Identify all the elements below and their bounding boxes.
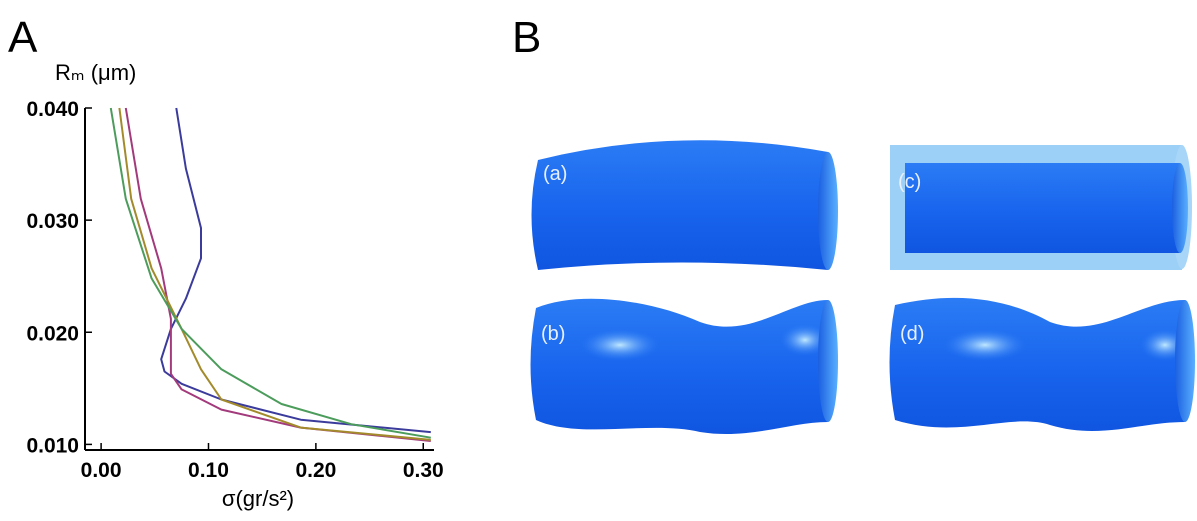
x-tick-label: 0.30: [403, 459, 444, 482]
line: [160, 107, 431, 434]
figure-label: (a): [543, 163, 567, 185]
tube-d: [889, 297, 1195, 431]
line: [109, 107, 431, 439]
x-tick-label: 0.10: [188, 459, 229, 482]
x-axis-label: σ(gr/s²): [222, 486, 294, 511]
panel-label: B: [512, 13, 541, 62]
y-axis-label: Rₘ (μm): [55, 60, 136, 85]
y-tick-label: 0.040: [26, 98, 79, 121]
tube-a: [531, 140, 838, 270]
figure-label: (b): [541, 323, 565, 345]
line: [118, 107, 431, 441]
x-tick-label: 0.00: [81, 459, 122, 482]
y-tick-label: 0.030: [26, 210, 79, 233]
figure-label: (d): [900, 323, 924, 345]
tube-c: [890, 145, 1192, 270]
panel-label: A: [8, 13, 38, 62]
line: [124, 107, 431, 442]
figure-label: (c): [898, 171, 921, 193]
x-tick-label: 0.20: [295, 459, 336, 482]
y-tick-label: 0.010: [26, 434, 79, 457]
tube-b: [530, 298, 838, 435]
y-tick-label: 0.020: [26, 322, 79, 345]
